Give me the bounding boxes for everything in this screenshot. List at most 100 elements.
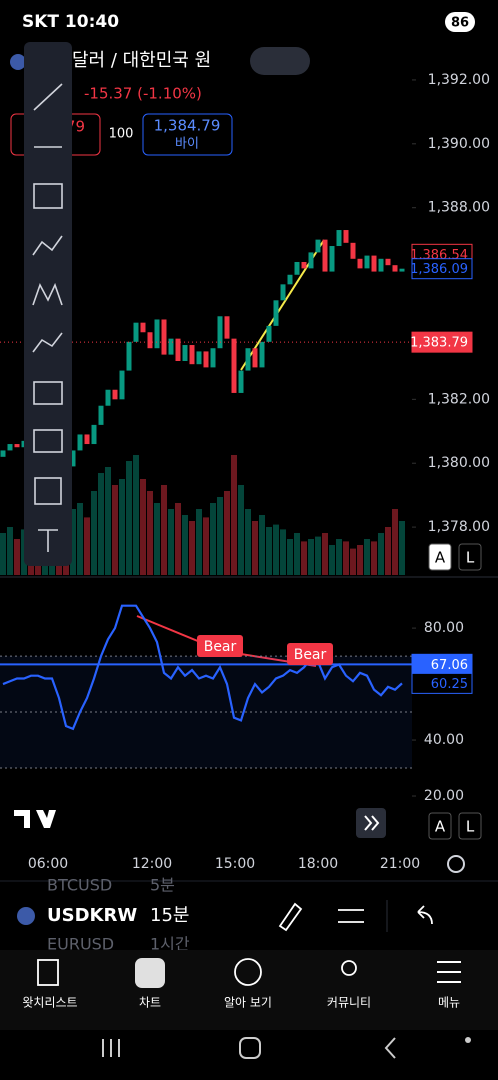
candle xyxy=(378,258,384,272)
volume-bar xyxy=(217,497,223,575)
tool-xabcd[interactable] xyxy=(32,282,63,306)
candle xyxy=(329,246,335,272)
symbol-name: 달러 / 대한민국 원 xyxy=(72,50,211,71)
candle xyxy=(371,255,377,272)
volume-bar xyxy=(252,521,258,575)
tool-levels[interactable] xyxy=(33,429,63,453)
toolbar-icons xyxy=(32,83,63,552)
volume-bar xyxy=(322,533,328,575)
nav-icon xyxy=(37,959,59,986)
volume-bar xyxy=(119,479,125,575)
candle xyxy=(189,345,195,365)
candle xyxy=(224,316,230,339)
symbol[interactable]: USDKRW xyxy=(47,905,137,926)
candle xyxy=(392,265,398,272)
candle xyxy=(203,351,209,368)
nav-icon xyxy=(234,958,262,986)
nav-label[interactable]: 왓치리스트 xyxy=(22,996,77,1010)
volume-bar xyxy=(231,455,237,575)
candle xyxy=(77,434,83,451)
back[interactable] xyxy=(384,1037,396,1059)
recents[interactable] xyxy=(102,1039,120,1057)
scale-button xyxy=(458,812,482,840)
x-tick-label: 21:00 xyxy=(380,856,420,872)
candle xyxy=(175,338,181,361)
candle xyxy=(182,345,188,361)
annotation: Bear xyxy=(204,639,237,655)
candle xyxy=(14,444,20,448)
volume-bar xyxy=(343,541,349,575)
tool-trend[interactable] xyxy=(33,83,63,111)
candle xyxy=(322,239,328,272)
undo-button[interactable] xyxy=(417,905,433,925)
candle xyxy=(364,255,370,269)
battery-level: 86 xyxy=(451,16,469,31)
candle xyxy=(294,261,300,275)
home[interactable] xyxy=(239,1037,261,1059)
candle xyxy=(98,405,104,425)
volume-bar xyxy=(98,473,104,575)
flag-icon xyxy=(17,907,35,925)
volume-bar xyxy=(7,527,13,575)
status-time: SKT 10:40 xyxy=(22,12,119,32)
volume-bar xyxy=(126,461,132,575)
nav-label[interactable]: 커뮤니티 xyxy=(327,996,371,1010)
volume-bar xyxy=(196,509,202,575)
candle xyxy=(210,348,216,368)
tool-abcd[interactable] xyxy=(32,332,63,353)
buy-price: 1,384.79 xyxy=(154,117,221,135)
ghost-symbol: EURUSD xyxy=(47,935,114,954)
annotation-box xyxy=(197,635,243,657)
tool-text[interactable] xyxy=(38,529,58,552)
price-label: 67.06 xyxy=(431,658,468,673)
annotation: Bear xyxy=(294,647,327,663)
annotation-box xyxy=(287,643,333,665)
volume-bar xyxy=(14,539,20,575)
interval[interactable]: 15분 xyxy=(150,905,189,926)
candle xyxy=(336,230,342,247)
volume-bar xyxy=(77,503,83,575)
tool-fib[interactable] xyxy=(33,183,63,209)
indicators-button[interactable] xyxy=(338,909,364,923)
x-tick-label: 18:00 xyxy=(298,856,338,872)
candle xyxy=(168,338,174,355)
nav-label[interactable]: 알아 보기 xyxy=(224,996,272,1010)
settings[interactable] xyxy=(447,855,465,873)
scale-button-label: A xyxy=(435,818,446,836)
candle xyxy=(196,351,202,365)
volume-bar xyxy=(378,533,384,575)
candle xyxy=(357,258,363,269)
volume-bar xyxy=(287,539,293,575)
order-quantity: 100 xyxy=(109,127,134,142)
tool-projection[interactable] xyxy=(33,381,63,405)
candle xyxy=(301,261,307,269)
volume-bar xyxy=(112,485,118,575)
accessibility[interactable] xyxy=(465,1037,471,1043)
volume-bar xyxy=(308,539,314,575)
volume-bar xyxy=(70,509,76,575)
y-tick-label: 1,380.00 xyxy=(428,455,490,471)
volume-bar xyxy=(168,509,174,575)
nav-label[interactable]: 차트 xyxy=(139,996,161,1010)
buy-button[interactable] xyxy=(142,113,233,156)
volume-bar xyxy=(294,533,300,575)
candle xyxy=(105,389,111,406)
tool-rectangle[interactable] xyxy=(34,477,62,505)
plot: 1,392.00 1,390.00 1,388.00 1,382.00 1,380.00… xyxy=(0,72,490,872)
candle xyxy=(273,300,279,326)
y-tick-label: 1,378.00 xyxy=(428,519,490,535)
price-label-box xyxy=(411,331,473,353)
nav-label[interactable]: 메뉴 xyxy=(438,996,460,1010)
volume-bar xyxy=(91,491,97,575)
volume-bar xyxy=(357,545,363,575)
tool-pattern[interactable] xyxy=(32,235,63,256)
volume-bar xyxy=(147,491,153,575)
candle xyxy=(154,319,160,349)
mode-toggle[interactable] xyxy=(250,47,310,75)
scroll-icon xyxy=(364,815,380,831)
candle xyxy=(112,389,118,400)
volume-bar xyxy=(364,539,370,575)
draw-button[interactable] xyxy=(278,902,303,932)
volume-bar xyxy=(385,527,391,575)
